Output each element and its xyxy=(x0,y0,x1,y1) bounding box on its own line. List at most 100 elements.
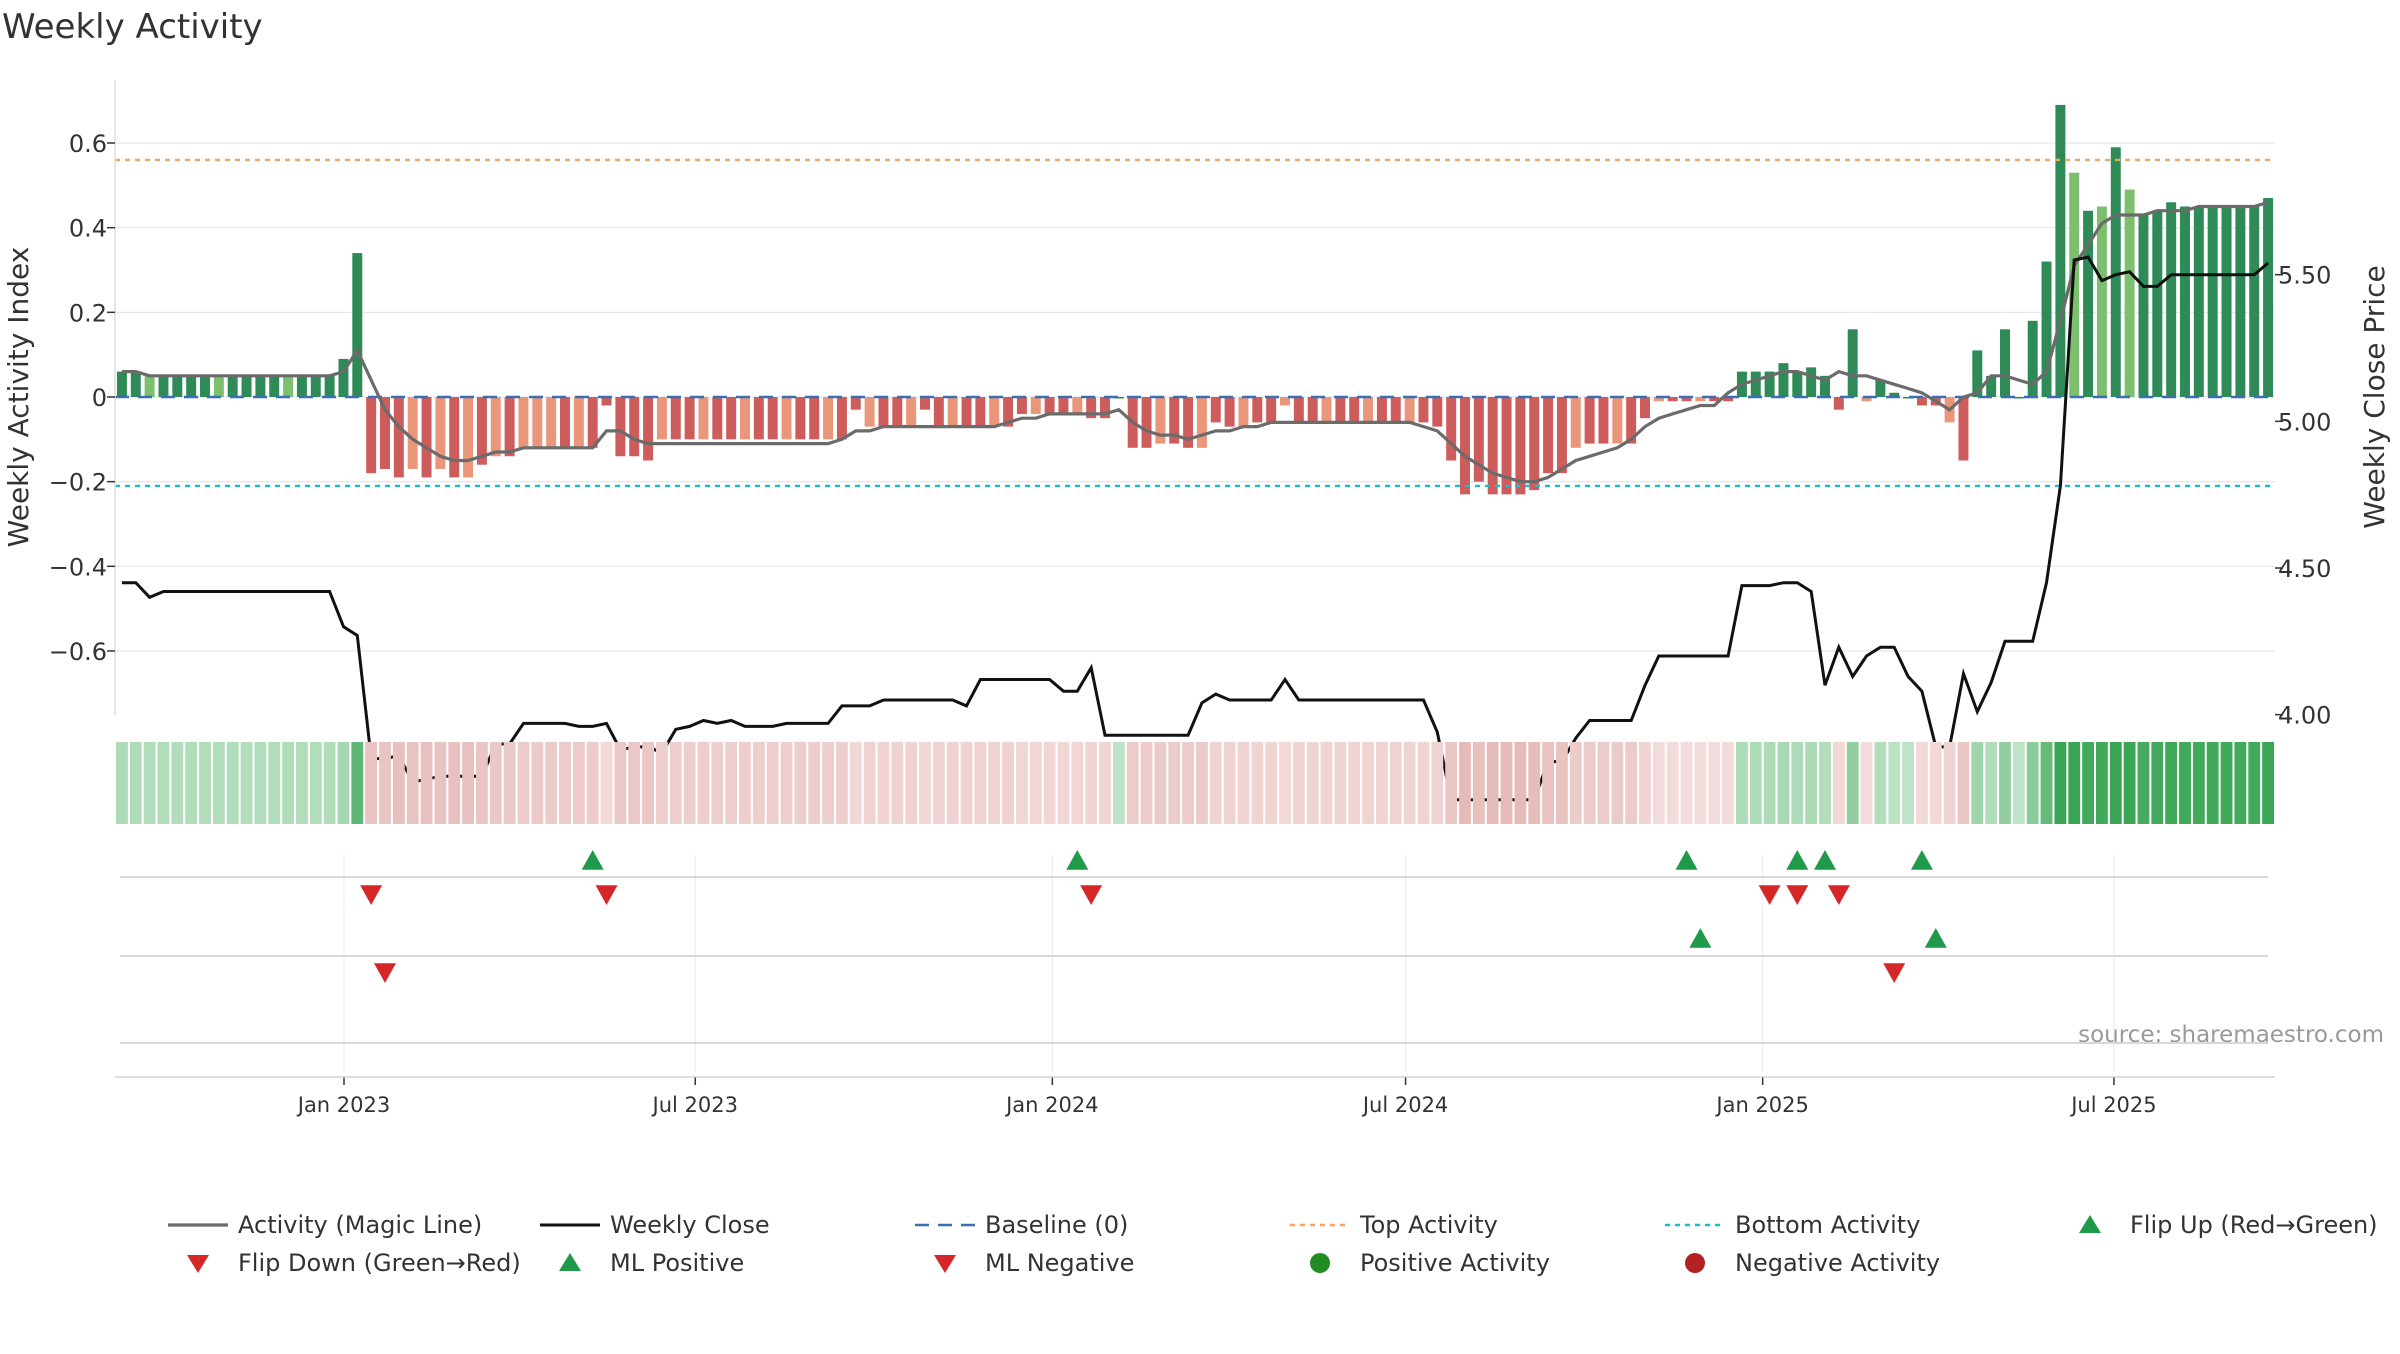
heat-cell xyxy=(1016,742,1028,824)
activity-bar xyxy=(989,397,1000,427)
heat-cell xyxy=(974,742,987,824)
activity-bar xyxy=(1556,397,1567,474)
heat-cell xyxy=(2262,742,2274,824)
heat-cell xyxy=(116,742,128,824)
y-axis-label-left: Weekly Activity Index xyxy=(2,247,35,548)
activity-bar xyxy=(338,358,349,397)
activity-bar xyxy=(1806,367,1817,397)
activity-bar xyxy=(850,397,861,410)
heat-cell xyxy=(240,742,253,824)
heat-cell xyxy=(572,742,585,824)
activity-bar xyxy=(1183,397,1194,448)
activity-bar xyxy=(1833,397,1844,410)
heat-cell xyxy=(2054,742,2067,824)
heat-cell xyxy=(1223,742,1236,824)
legend-label: Weekly Close xyxy=(610,1211,770,1239)
heat-cell xyxy=(1708,742,1721,824)
heat-cell xyxy=(1403,742,1416,824)
x-tick-label: Jul 2024 xyxy=(1361,1093,1448,1117)
activity-bar xyxy=(864,397,875,427)
activity-bar xyxy=(1003,397,1014,427)
activity-bar xyxy=(2207,206,2218,397)
heat-cell xyxy=(1874,742,1887,824)
heat-cell xyxy=(780,742,793,824)
activity-bar xyxy=(476,397,487,465)
heat-cell xyxy=(226,742,239,824)
legend-label: Activity (Magic Line) xyxy=(238,1211,482,1239)
heat-cell xyxy=(1680,742,1693,824)
heat-cell xyxy=(2192,742,2205,824)
activity-bar xyxy=(1280,397,1290,406)
activity-bar xyxy=(172,375,183,397)
activity-bar xyxy=(1847,329,1858,397)
activity-bar xyxy=(1584,397,1595,444)
activity-bar xyxy=(656,397,667,440)
heat-cell xyxy=(1666,742,1679,824)
activity-bar xyxy=(366,397,377,474)
heat-cell xyxy=(559,742,571,824)
flip-up-marker xyxy=(1786,850,1809,870)
activity-bar xyxy=(1349,397,1360,423)
activity-bar xyxy=(836,397,847,440)
activity-bar xyxy=(1335,397,1346,423)
heat-cell xyxy=(1929,742,1942,824)
y-tick-label-right: 5.50 xyxy=(2278,262,2331,290)
activity-bar xyxy=(781,397,792,440)
heat-cell xyxy=(1112,742,1125,824)
heat-cell xyxy=(282,742,294,824)
heat-cell xyxy=(863,742,876,824)
legend-swatch-negact xyxy=(1685,1253,1705,1273)
heat-cell xyxy=(351,742,364,824)
activity-bar xyxy=(380,397,390,469)
legend-label: Top Activity xyxy=(1359,1211,1498,1239)
activity-bar xyxy=(933,397,944,427)
heat-cell xyxy=(2151,742,2164,824)
heat-cell xyxy=(476,742,488,824)
heat-cell xyxy=(1777,742,1790,824)
activity-bar xyxy=(1155,397,1166,444)
heat-cell xyxy=(185,742,198,824)
heat-cell xyxy=(1943,742,1956,824)
heat-cell xyxy=(1832,742,1845,824)
activity-bar xyxy=(1916,397,1927,406)
activity-bar xyxy=(1141,397,1152,448)
activity-bar xyxy=(1016,397,1027,414)
legend-label: ML Negative xyxy=(985,1249,1134,1277)
heat-cell xyxy=(1486,742,1499,824)
y-tick-label-left: −0.4 xyxy=(49,553,107,581)
activity-bar xyxy=(2000,329,2010,397)
activity-bar xyxy=(1224,397,1235,427)
activity-bar xyxy=(1986,375,1997,397)
y-tick-label-left: 0 xyxy=(92,384,107,412)
heat-cell xyxy=(545,742,558,824)
heat-cell xyxy=(1999,742,2011,824)
activity-bar xyxy=(1238,397,1249,427)
heat-cell xyxy=(2040,742,2053,824)
ml-positive-marker xyxy=(1924,928,1947,948)
activity-bar xyxy=(560,397,570,448)
heat-cell xyxy=(1348,742,1361,824)
activity-bar xyxy=(1058,397,1069,414)
activity-bar xyxy=(490,397,501,457)
activity-bar xyxy=(255,375,266,397)
heat-cell xyxy=(600,742,613,824)
activity-bar xyxy=(712,397,723,440)
heat-cell xyxy=(877,742,890,824)
heat-cell xyxy=(129,742,142,824)
activity-bar xyxy=(2235,206,2246,397)
activity-bar xyxy=(269,375,280,397)
activity-bar xyxy=(2138,214,2149,397)
y-tick-label-left: −0.2 xyxy=(49,469,107,497)
heat-cell xyxy=(406,742,419,824)
activity-bar xyxy=(1432,397,1443,427)
heat-cell xyxy=(337,742,350,824)
activity-bar xyxy=(2027,320,2038,397)
heat-cell xyxy=(1140,742,1153,824)
heat-cell xyxy=(1306,742,1319,824)
ml-positive-marker xyxy=(1689,928,1712,948)
activity-bar xyxy=(116,371,127,397)
activity-bar xyxy=(1681,397,1692,402)
activity-bar xyxy=(2263,198,2274,397)
activity-bar xyxy=(1820,375,1830,397)
activity-bar xyxy=(421,397,432,478)
